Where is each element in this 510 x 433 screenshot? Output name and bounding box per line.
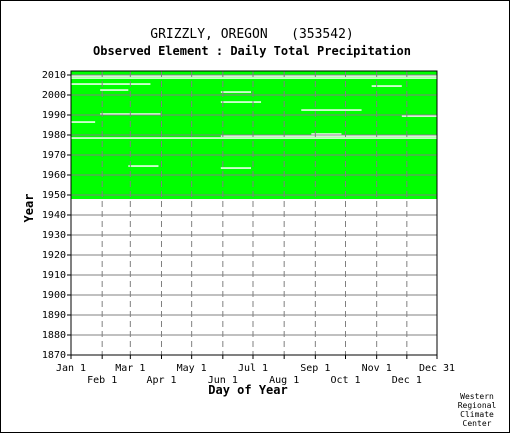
x-tick-label-upper: May 1 bbox=[177, 363, 207, 374]
x-tick-label-upper: Jan 1 bbox=[56, 363, 86, 374]
missing-row bbox=[71, 75, 437, 77]
missing-row bbox=[220, 167, 251, 169]
x-tick-label-lower: Oct 1 bbox=[330, 375, 360, 386]
x-axis-label: Day of Year bbox=[208, 383, 287, 397]
x-tick-label-lower: Dec 1 bbox=[392, 375, 422, 386]
plot-border bbox=[70, 70, 438, 356]
missing-row bbox=[100, 89, 129, 91]
x-tick-label-lower: Jun 1 bbox=[208, 375, 238, 386]
x-tick-label-lower: Feb 1 bbox=[87, 375, 117, 386]
missing-row bbox=[220, 91, 251, 93]
missing-row bbox=[401, 115, 437, 117]
y-tick-label: 1940 bbox=[42, 210, 66, 221]
y-tick-label: 1930 bbox=[42, 230, 66, 241]
credit-block: Western Regional Climate Center bbox=[458, 392, 497, 428]
x-tick-label-upper: Dec 31 bbox=[419, 363, 455, 374]
missing-row bbox=[71, 121, 96, 123]
x-tick-label-upper: Mar 1 bbox=[115, 363, 145, 374]
missing-row bbox=[301, 109, 362, 111]
y-tick-label: 1890 bbox=[42, 310, 66, 321]
y-tick-label: 1950 bbox=[42, 190, 66, 201]
missing-row bbox=[128, 165, 159, 167]
y-tick-label: 1880 bbox=[42, 330, 66, 341]
y-tick-label: 1900 bbox=[42, 290, 66, 301]
y-axis-label: Year bbox=[22, 194, 36, 223]
y-tick-label: 1870 bbox=[42, 350, 66, 361]
chart-title: GRIZZLY, OREGON (353542) bbox=[150, 27, 354, 42]
y-tick-label: 1980 bbox=[42, 130, 66, 141]
y-tick-label: 1970 bbox=[42, 150, 66, 161]
y-tick-label: 1990 bbox=[42, 110, 66, 121]
missing-row bbox=[71, 83, 151, 85]
x-tick-label-lower: Aug 1 bbox=[269, 375, 299, 386]
y-tick-label: 1960 bbox=[42, 170, 66, 181]
credit-line-1: Western bbox=[460, 392, 494, 401]
missing-row bbox=[71, 77, 437, 79]
x-tick-label-upper: Nov 1 bbox=[362, 363, 392, 374]
chart-subtitle: Observed Element : Daily Total Precipita… bbox=[93, 44, 411, 58]
missing-row bbox=[220, 101, 262, 103]
plot-area: 2010 2000 1990 1980 1970 1960 1950 1940 1930 1920… bbox=[42, 70, 455, 386]
missing-row bbox=[71, 137, 437, 139]
x-tick-label-upper: Sep 1 bbox=[300, 363, 330, 374]
credit-line-3: Climate bbox=[460, 410, 494, 419]
y-tick-label: 2000 bbox=[42, 90, 66, 101]
x-tick-label-upper: Jul 1 bbox=[238, 363, 268, 374]
x-tick-label-lower: Apr 1 bbox=[146, 375, 176, 386]
y-tick-label: 1910 bbox=[42, 270, 66, 281]
y-tick-label: 2010 bbox=[42, 70, 66, 81]
missing-row bbox=[311, 133, 342, 135]
missing-row bbox=[371, 85, 402, 87]
missing-row bbox=[220, 135, 437, 137]
credit-line-4: Center bbox=[463, 419, 492, 428]
credit-line-2: Regional bbox=[458, 401, 497, 410]
y-tick-label: 1920 bbox=[42, 250, 66, 261]
